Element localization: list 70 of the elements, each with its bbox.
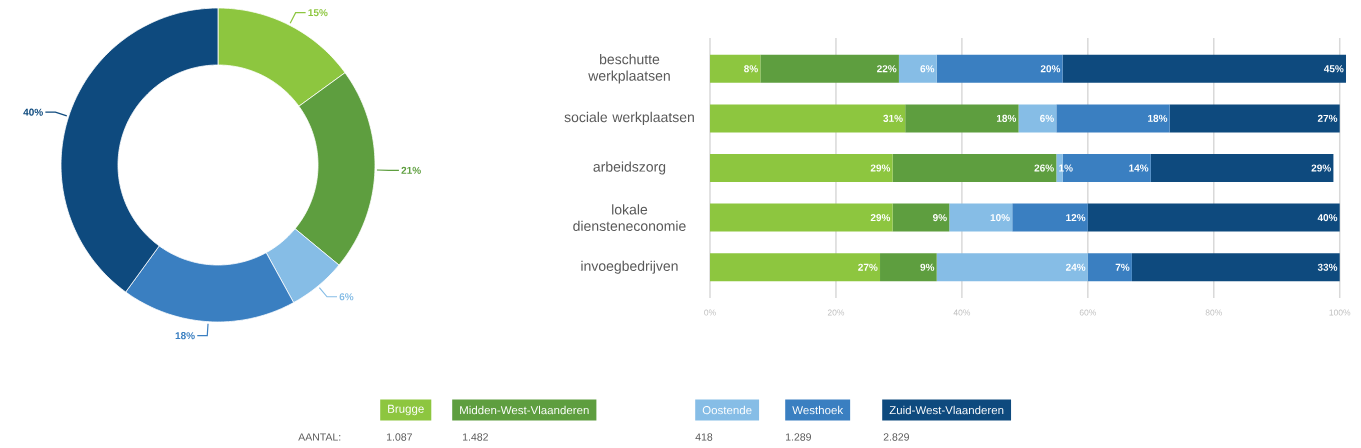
data-label: 29% [870,164,891,172]
bar [760,54,899,83]
bar [710,104,906,133]
data-label: 14% [1129,164,1149,172]
data-label: 9% [920,263,935,271]
data-label: 40% [1317,214,1338,222]
text: AANTAL: [298,433,341,441]
data-label: 8% [744,65,758,73]
bar [1087,253,1132,282]
y-tick-label: beschutte werkplaatsen [588,53,670,84]
bar [949,203,1013,232]
text: Brugge [388,404,424,416]
bar [1150,154,1334,182]
data-label: 29% [1311,164,1331,172]
bar [1062,54,1347,83]
x-tick-label: 40% [953,309,971,316]
bar [905,104,1019,133]
y-tick-label: sociale werkplaatsen [564,111,694,125]
bar [892,154,1057,182]
data-label: 40% [23,108,43,116]
data-label: 10% [990,214,1010,222]
data-label: 15% [308,9,328,17]
data-label: 18% [1148,114,1168,122]
data-label: 27% [1317,114,1338,122]
text: 418 [695,433,713,441]
data-label: 27% [858,263,878,271]
bar [898,54,937,83]
data-label: 45% [1323,65,1344,73]
bar [936,54,1063,83]
bar [710,54,761,83]
data-label: 29% [870,214,891,222]
data-label: 22% [877,65,897,73]
bar [710,203,893,232]
text: Midden-West-Vlaanderen [460,405,589,415]
data-label: 18% [996,114,1017,122]
y-tick-label: lokale diensteneconomie [573,204,686,232]
data-label: 33% [1317,263,1338,271]
bar [1169,104,1340,133]
bar [892,203,950,232]
y-tick-label: invoegbedrijven [581,260,678,274]
text: Zuid-West-Vlaanderen [889,405,1004,415]
bar [1087,203,1340,232]
data-label: 9% [932,214,947,222]
text: Westhoek [792,405,844,415]
data-label: 6% [1040,114,1054,122]
bar [710,154,893,182]
data-label: 31% [883,114,903,122]
bar [1012,203,1088,232]
data-label: 12% [1066,214,1086,222]
text: 2.829 [883,433,909,441]
text: 1.289 [786,433,811,441]
text: Oostende [702,405,752,415]
data-label: 6% [920,65,935,73]
data-label: 21% [401,166,421,174]
data-label: 6% [339,293,354,301]
text: 1.087 [387,433,412,441]
data-label: 20% [1040,65,1061,73]
bar [1131,253,1340,282]
data-label: 1% [1059,164,1073,172]
y-tick-label: arbeidszorg [593,161,666,175]
data-label: 7% [1115,263,1130,271]
bar [936,253,1088,282]
bar [710,253,881,282]
text: 1.482 [463,433,488,441]
data-label: 18% [175,332,195,340]
data-label: 26% [1034,164,1054,172]
data-label: 24% [1065,263,1086,271]
bar [1056,104,1170,133]
bar [1018,104,1057,133]
bar [880,253,937,282]
